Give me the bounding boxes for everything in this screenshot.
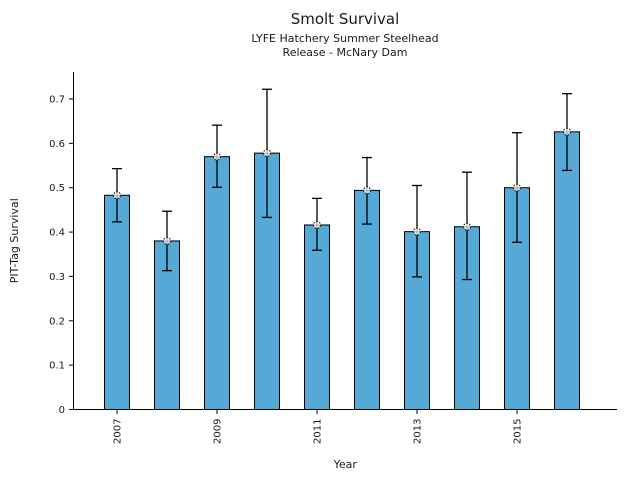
y-axis-label: PIT-Tag Survival [8, 198, 21, 283]
y-tick-label-0.4: 0.4 [49, 228, 65, 239]
point-marker-2011 [313, 220, 321, 229]
y-tick-label-0.5: 0.5 [49, 183, 65, 194]
y-tick-label-0.6: 0.6 [49, 139, 65, 150]
y-tick-label-0.2: 0.2 [49, 316, 65, 327]
point-marker-2012 [363, 186, 371, 195]
bar-2011 [304, 224, 330, 410]
point-marker-2010 [263, 149, 271, 158]
x-tick-label-2009: 2009 [213, 419, 224, 444]
point-marker-2013 [413, 227, 421, 236]
chart-title: Smolt Survival [290, 10, 400, 28]
bar-2016 [554, 131, 580, 410]
x-tick-label-2011: 2011 [313, 419, 324, 444]
bar-2007 [104, 194, 130, 410]
point-marker-2007 [113, 191, 121, 200]
chart-subtitle-line2: Release - McNary Dam [282, 45, 408, 59]
y-tick-label-0.7: 0.7 [49, 95, 65, 106]
x-tick-label-2015: 2015 [513, 419, 524, 444]
y-tick-label-0: 0 [59, 405, 65, 416]
chart-header: Smolt Survival LYFE Hatchery Summer Stee… [73, 10, 617, 59]
chart-subtitle-line1: LYFE Hatchery Summer Steelhead [251, 31, 439, 45]
x-tick-label-2013: 2013 [413, 419, 424, 444]
bar-2009 [204, 156, 230, 410]
point-marker-2008 [163, 236, 171, 245]
x-axis-label: Year [333, 458, 358, 471]
x-tick-label-2007: 2007 [113, 419, 124, 444]
y-tick-label-0.3: 0.3 [49, 272, 65, 283]
point-marker-2014 [463, 222, 471, 231]
y-tick-label-0.1: 0.1 [49, 361, 65, 372]
point-marker-2016 [563, 127, 571, 136]
point-marker-2015 [513, 183, 521, 192]
point-marker-2009 [213, 152, 221, 161]
